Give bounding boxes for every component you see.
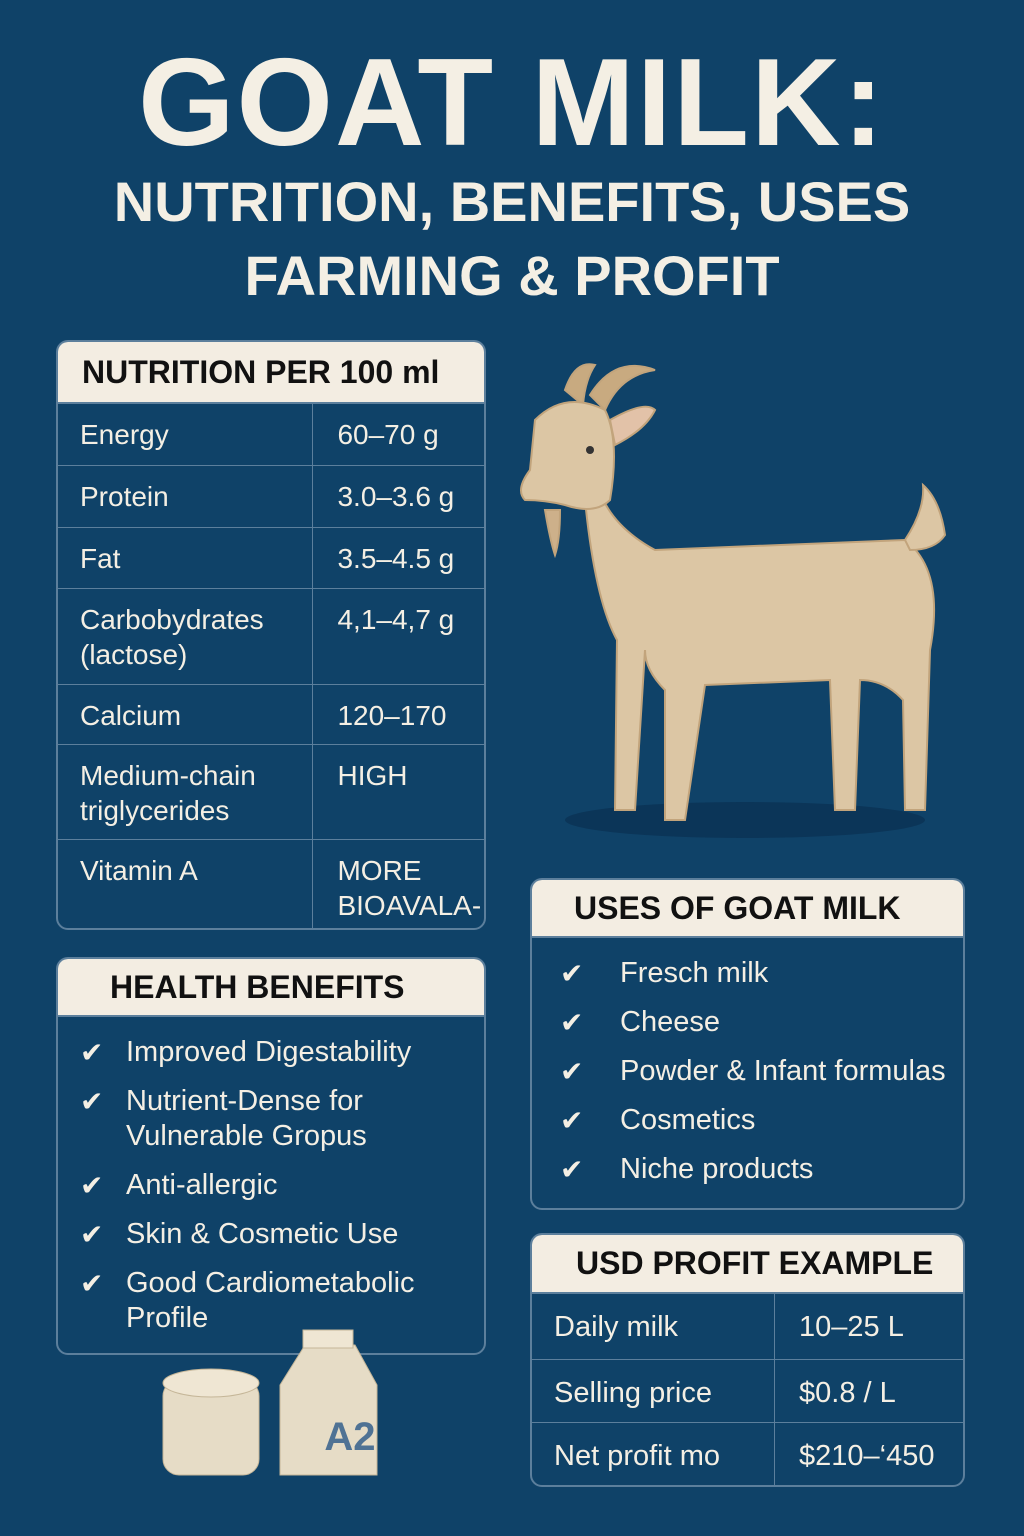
nutrient-label: Energy xyxy=(58,404,314,465)
health-benefit-item: ✔ Skin & Cosmetic Use xyxy=(80,1217,460,1252)
health-benefit-item: ✔ Nutrient-Dense for Vulnerable Gropus xyxy=(80,1084,460,1154)
use-text: Powder & Infant formulas xyxy=(620,1055,946,1087)
profit-label: Net profit mo xyxy=(532,1423,775,1485)
use-item: ✔ Powder & Infant formulas xyxy=(560,1054,963,1089)
nutrition-table: NUTRITION PER 100 ml Energy 60–70 g Protei… xyxy=(56,340,486,930)
check-icon: ✔ xyxy=(560,1056,584,1087)
health-benefit-text: Skin & Cosmetic Use xyxy=(126,1218,399,1250)
health-benefit-item: ✔ Improved Digestability xyxy=(80,1035,460,1070)
health-benefit-text: Good Cardiometabolic Profile xyxy=(126,1267,415,1334)
carton-label: A2 xyxy=(324,1415,375,1459)
nutrition-row: Energy 60–70 g xyxy=(58,404,484,466)
use-item: ✔ Cheese xyxy=(560,1005,963,1040)
milk-products-illustration: A2 xyxy=(162,1329,378,1476)
check-icon: ✔ xyxy=(80,1037,104,1068)
nutrition-row: Vitamin A MORE BIOAVALA- xyxy=(58,840,484,928)
profit-row: Daily milk 10–25 L xyxy=(532,1294,963,1360)
health-benefit-text: Nutrient-Dense for Vulnerable Gropus xyxy=(126,1085,367,1152)
nutrition-row: Medium-chain triglycerides HIGH xyxy=(58,745,484,840)
health-benefit-text: Anti-allergic xyxy=(126,1169,278,1201)
check-icon: ✔ xyxy=(560,1105,584,1136)
profit-header: USD PROFIT EXAMPLE xyxy=(532,1235,963,1294)
uses-panel: USES OF GOAT MILK ✔ Fresch milk ✔ Cheese ✔ Po… xyxy=(530,878,965,1210)
nutrient-label: Medium-chain triglycerides xyxy=(58,745,314,839)
nutrient-label: Protein xyxy=(58,466,314,527)
profit-value: $0.8 / L xyxy=(799,1377,896,1409)
uses-header: USES OF GOAT MILK xyxy=(532,880,963,938)
milk-carton-icon: A2 xyxy=(279,1329,378,1476)
nutrition-row: Calcium 120–170 m xyxy=(58,685,484,745)
goat-illustration xyxy=(520,363,947,838)
nutrient-value: 3.5–4.5 g xyxy=(337,543,455,574)
check-icon: ✔ xyxy=(560,1154,584,1185)
nutrient-value: MORE BIOAVALA- xyxy=(337,855,482,921)
nutrition-row: Protein 3.0–3.6 g xyxy=(58,466,484,528)
profit-label: Daily milk xyxy=(532,1294,775,1359)
check-icon: ✔ xyxy=(80,1086,104,1117)
profit-row: Net profit mo $210–‘450 xyxy=(532,1423,963,1485)
nutrient-label: Vitamin A xyxy=(58,840,314,928)
nutrient-value: 3.0–3.6 g xyxy=(337,481,455,512)
nutrient-value: HIGH xyxy=(337,760,408,791)
health-header: HEALTH BENEFITS xyxy=(58,959,484,1017)
subtitle-line-1: NUTRITION, BENEFITS, USES xyxy=(113,170,911,233)
check-icon: ✔ xyxy=(560,1007,584,1038)
nutrient-label: Fat xyxy=(58,528,314,588)
use-text: Niche products xyxy=(620,1153,814,1185)
nutrient-label: Carbobydrates (lactose) xyxy=(58,589,314,684)
use-item: ✔ Niche products xyxy=(560,1152,963,1187)
use-item: ✔ Fresch milk xyxy=(560,956,963,991)
main-title: GOAT MILK: xyxy=(138,34,886,172)
health-benefit-item: ✔ Good Cardiometabolic Profile xyxy=(80,1266,460,1336)
use-item: ✔ Cosmetics xyxy=(560,1103,963,1138)
nutrition-row: Carbobydrates (lactose) 4,1–4,7 g xyxy=(58,589,484,685)
profit-value: 10–25 L xyxy=(799,1311,904,1343)
nutrition-row: Fat 3.5–4.5 g xyxy=(58,528,484,589)
subtitle-line-2: FARMING & PROFIT xyxy=(244,244,780,307)
check-icon: ✔ xyxy=(80,1268,104,1299)
use-text: Fresch milk xyxy=(620,957,769,989)
profit-label: Selling price xyxy=(532,1360,775,1422)
nutrient-value: 4,1–4,7 g xyxy=(337,604,455,635)
check-icon: ✔ xyxy=(80,1219,104,1250)
jar-icon xyxy=(162,1368,260,1476)
nutrition-header: NUTRITION PER 100 ml xyxy=(58,342,484,404)
profit-value: $210–‘450 xyxy=(799,1440,935,1472)
health-benefit-item: ✔ Anti-allergic xyxy=(80,1168,460,1203)
use-text: Cosmetics xyxy=(620,1104,756,1136)
check-icon: ✔ xyxy=(80,1170,104,1201)
check-icon: ✔ xyxy=(560,958,584,989)
nutrient-label: Calcium xyxy=(58,685,314,744)
nutrient-value: 120–170 m xyxy=(337,700,447,744)
nutrient-value: 60–70 g xyxy=(337,419,439,450)
profit-row: Selling price $0.8 / L xyxy=(532,1360,963,1423)
profit-table: USD PROFIT EXAMPLE Daily milk 10–25 L Sell… xyxy=(530,1233,965,1487)
health-benefit-text: Improved Digestability xyxy=(126,1036,412,1068)
health-benefits-panel: HEALTH BENEFITS ✔ Improved Digestability ✔… xyxy=(56,957,486,1355)
use-text: Cheese xyxy=(620,1006,720,1038)
